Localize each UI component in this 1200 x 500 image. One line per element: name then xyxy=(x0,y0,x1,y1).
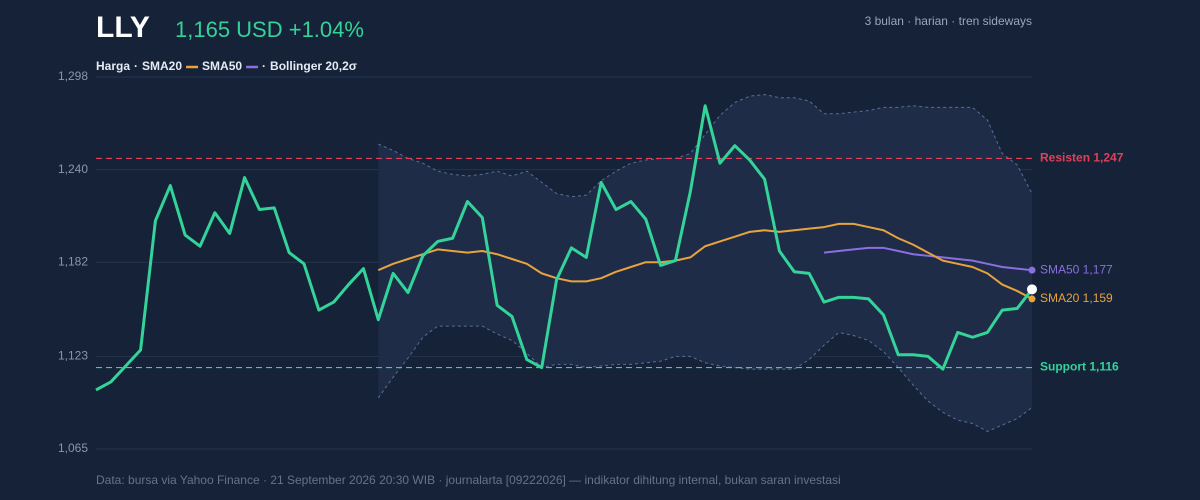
chart-title: LLY xyxy=(96,11,150,44)
level-label: Support 1,116 xyxy=(1040,360,1119,374)
bollinger-upper xyxy=(378,94,1033,198)
bollinger-band xyxy=(378,94,1032,432)
y-tick-label: 1,240 xyxy=(58,162,88,176)
legend-label: Harga xyxy=(96,59,130,73)
y-tick-label: 1,065 xyxy=(58,441,88,455)
end-label: SMA20 1,159 xyxy=(1040,291,1113,305)
end-label: SMA50 1,177 xyxy=(1040,262,1113,276)
legend-separator: · xyxy=(134,59,138,73)
y-tick-label: 1,182 xyxy=(58,254,88,268)
y-tick-label: 1,298 xyxy=(58,69,88,83)
bollinger-lower xyxy=(377,325,1033,432)
series-line xyxy=(95,104,1034,392)
legend-separator: · xyxy=(262,59,266,73)
end-dot xyxy=(1028,295,1036,303)
legend-label: SMA50 xyxy=(202,59,242,73)
level-label: Resisten 1,247 xyxy=(1040,151,1124,165)
legend-label: Bollinger 20,2σ xyxy=(270,59,357,73)
y-tick-label: 1,123 xyxy=(58,349,88,363)
price-text: 1,165 USD +1.04% xyxy=(175,17,364,42)
series-line xyxy=(823,246,1033,272)
subtitle: 3 bulan · harian · tren sideways xyxy=(865,14,1032,28)
footer: Data: bursa via Yahoo Finance · 21 Septe… xyxy=(96,473,841,487)
end-dot xyxy=(1028,266,1036,274)
last-price-dot xyxy=(1027,284,1037,295)
legend-label: SMA20 xyxy=(142,59,182,73)
